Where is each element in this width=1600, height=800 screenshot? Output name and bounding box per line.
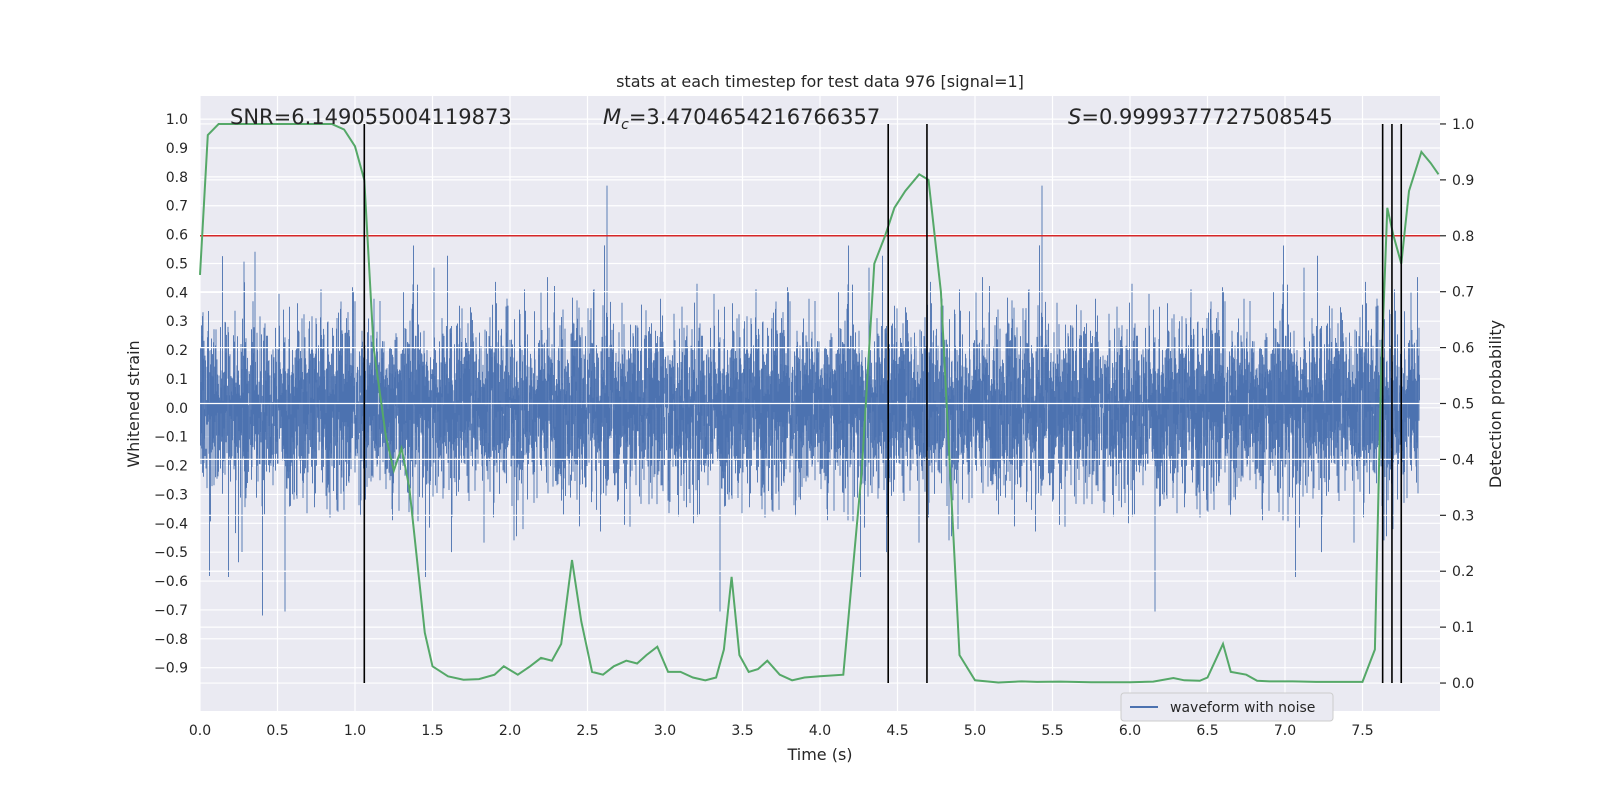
snr-annotation: SNR=6.149055004119873 [230, 105, 512, 129]
x-tick-label: 6.0 [1119, 723, 1141, 739]
x-tick-label: 3.0 [654, 723, 676, 739]
y2-tick-label: 0.8 [1452, 229, 1474, 245]
y2-axis-ticks: 0.0 0.1 0.2 0.3 0.4 0.5 0.6 0.7 0.8 0.9 1.0 [1440, 117, 1474, 692]
chirp-mass-symbol: M [603, 105, 621, 129]
y-tick-label: 0.2 [166, 343, 188, 359]
y-axis-ticks: −0.9 −0.8 −0.7 −0.6 −0.5 −0.4 −0.3 −0.2 −0.1 0.0 0… [154, 112, 188, 677]
x-tick-label: 3.5 [731, 723, 753, 739]
y-tick-label: −0.6 [154, 574, 188, 590]
waveform-series [200, 185, 1420, 616]
y-tick-label: −0.2 [154, 459, 188, 475]
y-tick-label: −0.4 [154, 516, 188, 532]
y2-tick-label: 0.0 [1452, 676, 1474, 692]
x-tick-label: 6.5 [1196, 723, 1218, 739]
y-tick-label: 0.3 [166, 314, 188, 330]
y2-tick-label: 1.0 [1452, 117, 1474, 133]
y2-tick-label: 0.2 [1452, 564, 1474, 580]
y-tick-label: −0.9 [154, 661, 188, 677]
y-tick-label: 0.7 [166, 199, 188, 215]
y-tick-label: 0.5 [166, 256, 188, 272]
x-tick-label: 5.0 [964, 723, 986, 739]
x-tick-label: 4.0 [809, 723, 831, 739]
y2-tick-label: 0.3 [1452, 508, 1474, 524]
y-tick-label: 0.6 [166, 228, 188, 244]
x-tick-label: 7.5 [1351, 723, 1373, 739]
y-tick-label: −0.7 [154, 603, 188, 619]
significance-value: =0.9999377727508545 [1081, 105, 1332, 129]
y-tick-label: −0.3 [154, 487, 188, 503]
detection-probability-line [199, 123, 1440, 684]
x-axis-label: Time (s) [786, 745, 852, 764]
x-tick-label: 4.5 [886, 723, 908, 739]
chirp-mass-value: =3.4704654216766357 [629, 105, 880, 129]
vertical-markers [363, 123, 1403, 684]
x-tick-label: 1.0 [344, 723, 366, 739]
legend-box [1120, 692, 1334, 722]
x-tick-label: 1.5 [421, 723, 443, 739]
y2-tick-label: 0.6 [1452, 341, 1474, 357]
x-tick-label: 7.0 [1274, 723, 1296, 739]
y2-tick-label: 0.1 [1452, 620, 1474, 636]
waveform-trace [200, 185, 1420, 616]
significance-annotation: S=0.9999377727508545 [1068, 105, 1333, 129]
x-axis-ticks: 0.0 0.5 1.0 1.5 2.0 2.5 3.0 3.5 4.0 4.5 5.0 5.5 6.0 6… [189, 723, 1374, 739]
y-tick-label: −0.8 [154, 632, 188, 648]
x-tick-label: 2.5 [576, 723, 598, 739]
y-tick-label: −0.1 [154, 430, 188, 446]
significance-symbol: S [1068, 105, 1081, 129]
legend-label-waveform: waveform with noise [1170, 700, 1315, 716]
y2-tick-label: 0.4 [1452, 452, 1474, 468]
x-tick-label: 0.5 [266, 723, 288, 739]
y-tick-label: 0.1 [166, 372, 188, 388]
y-tick-label: 0.0 [166, 401, 188, 417]
x-tick-label: 2.0 [499, 723, 521, 739]
chart-title: stats at each timestep for test data 976… [616, 72, 1024, 91]
legend: waveform with noise [1120, 692, 1334, 722]
y-tick-label: −0.5 [154, 545, 188, 561]
x-tick-label: 0.0 [189, 723, 211, 739]
y-tick-label: 0.8 [166, 170, 188, 186]
y-axis-label: Whitened strain [124, 340, 143, 467]
y2-tick-label: 0.7 [1452, 285, 1474, 301]
x-tick-label: 5.5 [1041, 723, 1063, 739]
y-tick-label: 0.4 [166, 285, 188, 301]
y2-tick-label: 0.5 [1452, 397, 1474, 413]
y2-axis-label: Detection probability [1486, 320, 1505, 488]
chirp-mass-subscript: c [621, 117, 629, 133]
y2-tick-label: 0.9 [1452, 173, 1474, 189]
chirp-mass-annotation: Mc=3.4704654216766357 [603, 105, 880, 133]
y-tick-label: 1.0 [166, 112, 188, 128]
y-tick-label: 0.9 [166, 141, 188, 157]
